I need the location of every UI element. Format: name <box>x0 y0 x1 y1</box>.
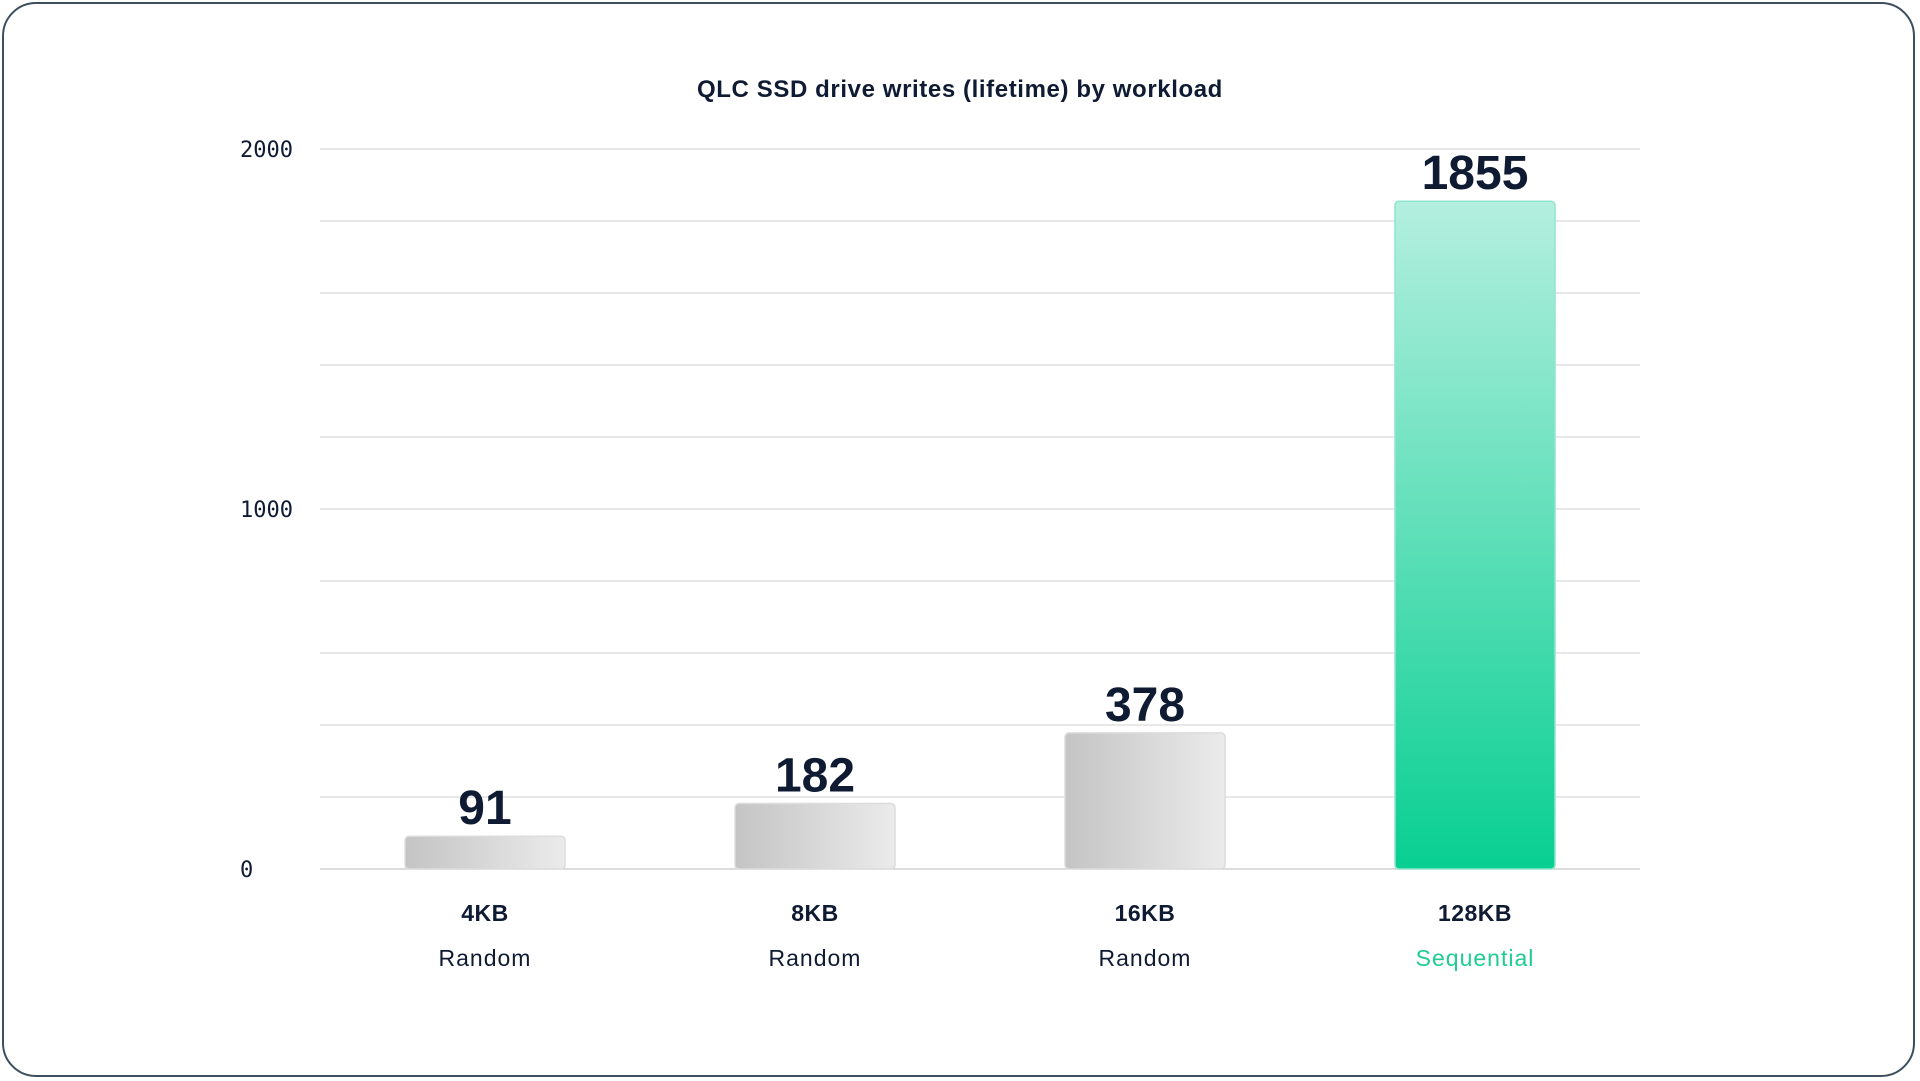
y-tick-label: 0 <box>240 858 253 883</box>
x-tick-label: 128KB <box>1438 900 1512 926</box>
bar-value-label: 378 <box>1105 679 1185 732</box>
value-labels: 91 182 378 1855 <box>458 147 1528 835</box>
bar-value-label: 182 <box>775 749 855 802</box>
bar <box>1394 200 1556 870</box>
x-tick-label: 4KB <box>461 900 509 926</box>
x-tick-sublabel: Random <box>439 945 532 971</box>
x-tick-sublabel: Random <box>769 945 862 971</box>
x-tick-sublabel: Sequential <box>1416 945 1535 971</box>
y-tick-label: 2000 <box>240 138 293 163</box>
x-axis: 4KB Random 8KB Random 16KB Random 128KB Sequent… <box>439 900 1535 971</box>
bar <box>734 802 896 870</box>
bars <box>404 200 1556 870</box>
x-tick-sublabel: Random <box>1099 945 1192 971</box>
bar-value-label: 91 <box>458 782 511 835</box>
y-axis: 0 1000 2000 <box>240 138 293 883</box>
x-tick-label: 8KB <box>791 900 839 926</box>
x-tick-label: 16KB <box>1115 900 1176 926</box>
y-tick-label: 1000 <box>240 498 293 523</box>
bar <box>404 835 566 870</box>
bar <box>1064 732 1226 870</box>
chart-title: QLC SSD drive writes (lifetime) by workl… <box>697 76 1223 103</box>
bar-value-label: 1855 <box>1422 147 1529 200</box>
